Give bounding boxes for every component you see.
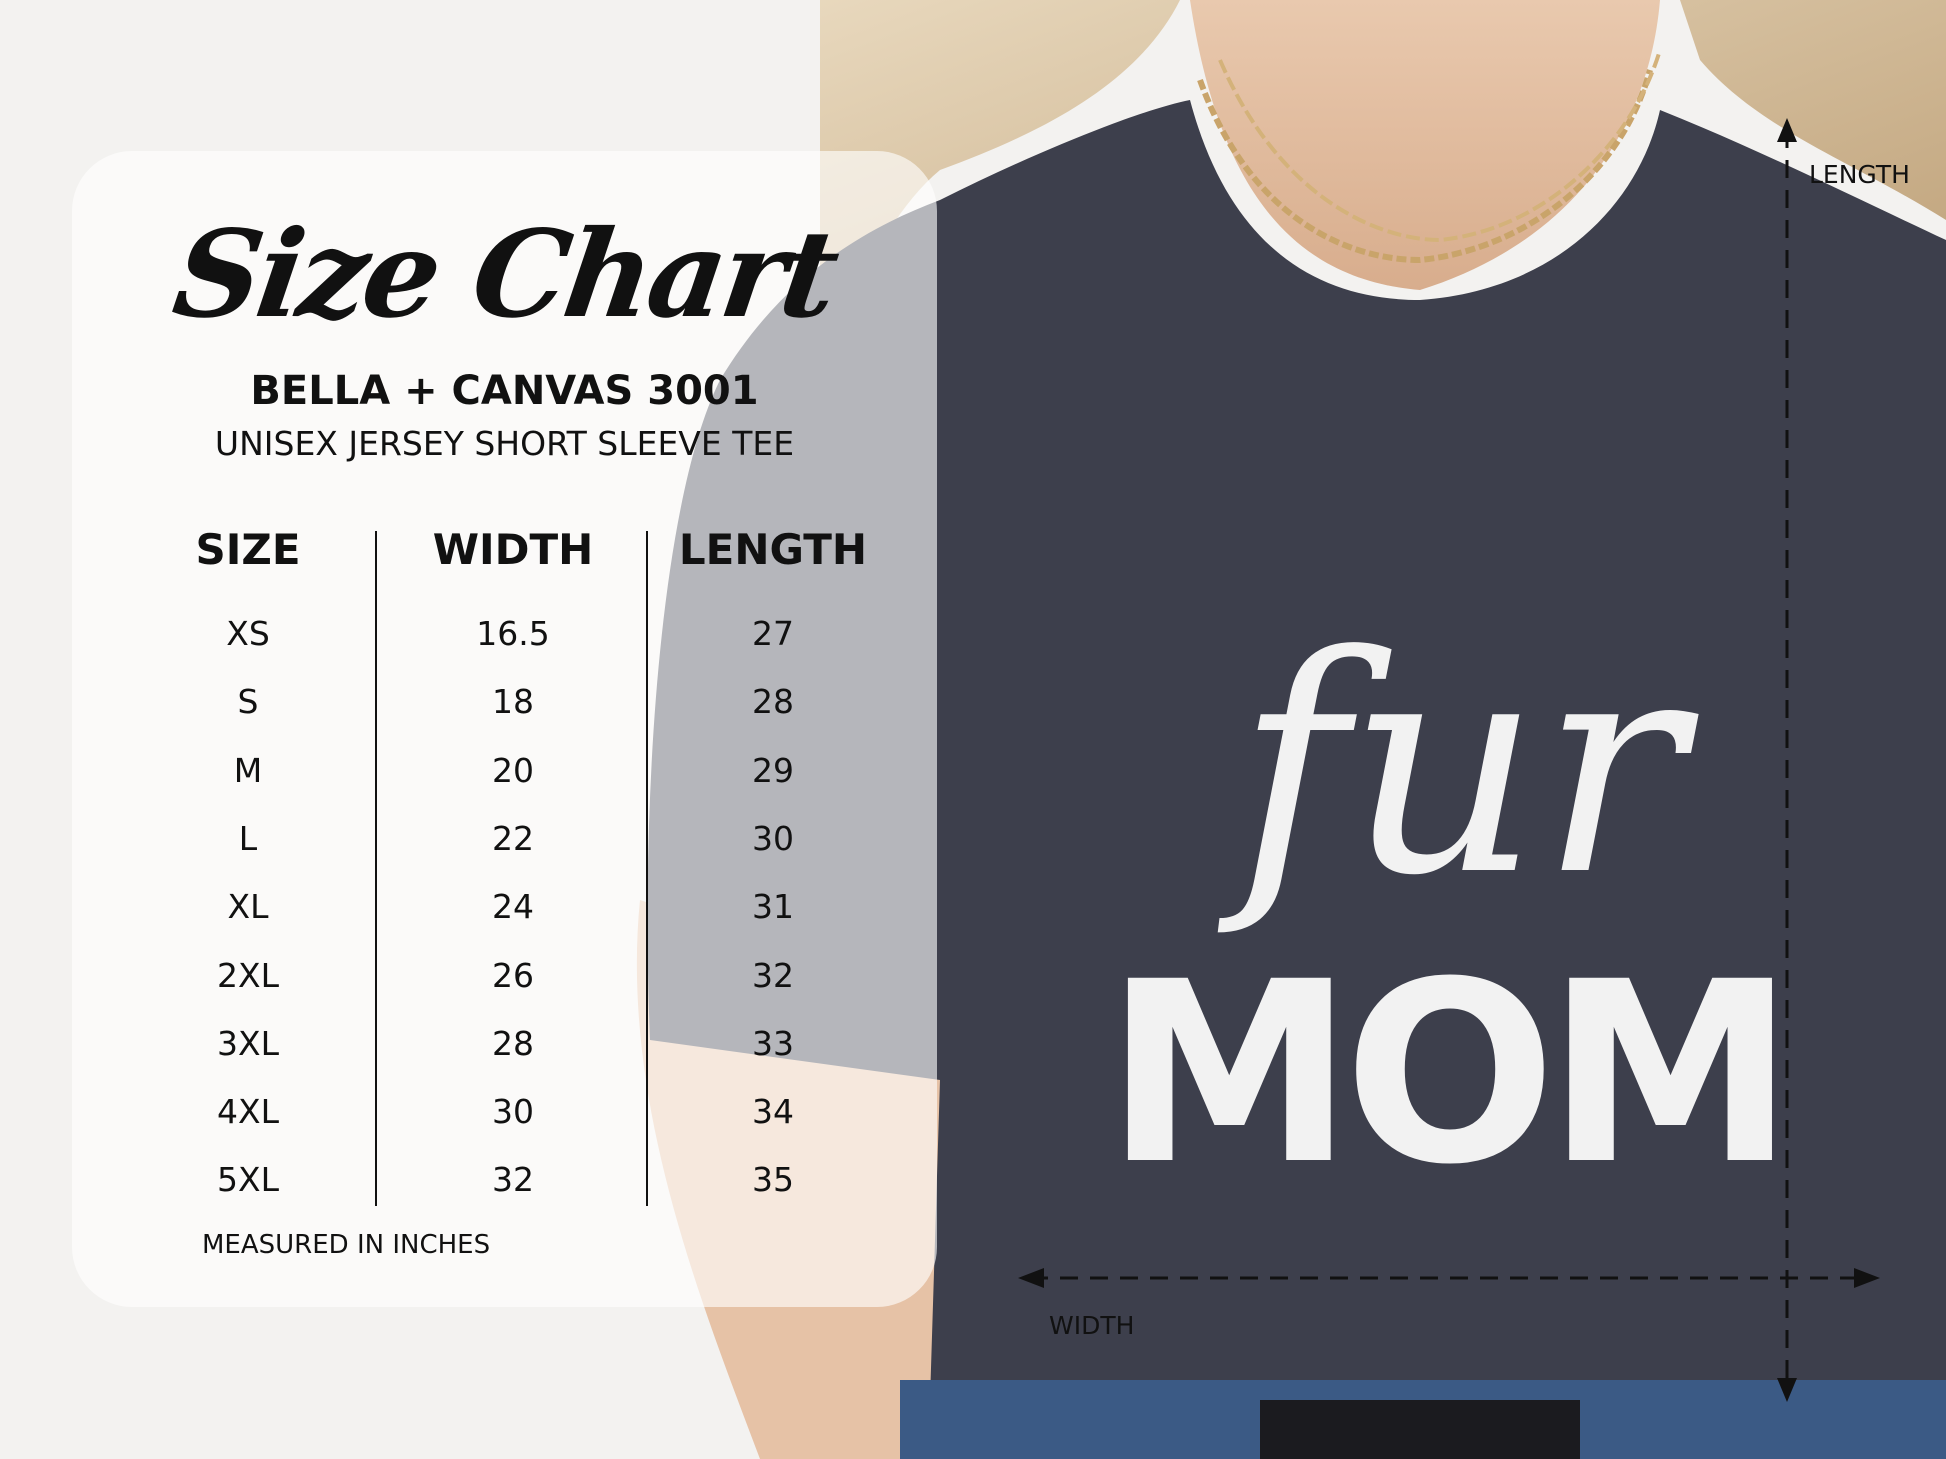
cell-size: XL [227,887,269,927]
hair [820,0,1946,420]
cell-length: 31 [752,887,794,927]
cell-length: 27 [752,614,794,653]
width-arrow [1018,1268,1880,1288]
column-divider [375,531,377,1206]
cell-size: XS [226,614,270,653]
cell-width: 26 [492,955,534,995]
cell-width: 30 [492,1092,534,1132]
measurement-note: MEASURED IN INCHES [202,1230,491,1260]
cell-size: 2XL [217,955,279,995]
shirt [647,100,1946,1400]
belt [1260,1400,1580,1459]
brand-name: BELLA + CANVAS 3001 [250,368,759,414]
cell-width: 32 [492,1160,534,1200]
cell-size: 3XL [217,1023,279,1063]
cell-length: 35 [752,1160,794,1200]
cell-width: 16.5 [476,614,550,653]
cell-size: M [233,750,263,790]
shirt-print: fur MOM [1105,592,1795,1219]
header-size: SIZE [195,525,301,574]
header-length: LENGTH [678,525,868,574]
chart-title: Size Chart [165,204,844,345]
cell-width: 24 [492,887,534,927]
necklace [1218,49,1662,243]
cell-size: 4XL [217,1092,279,1132]
necklace [1197,69,1653,264]
cell-length: 28 [752,682,794,722]
cell-length: 32 [752,955,794,995]
width-label: WIDTH [1049,1311,1135,1340]
length-arrow [1777,118,1797,1402]
cell-width: 20 [492,750,534,790]
cell-size: 5XL [217,1160,279,1200]
product-model: UNISEX JERSEY SHORT SLEEVE TEE [214,424,795,463]
column-divider [646,531,648,1206]
size-chart-card [72,151,937,1307]
cell-length: 33 [752,1023,794,1063]
cell-width: 18 [492,682,534,722]
print-mom: MOM [1105,928,1785,1219]
header-width: WIDTH [432,525,594,574]
cell-size: L [238,818,258,858]
length-label: LENGTH [1809,160,1910,189]
cell-width: 22 [492,818,534,858]
cell-size: S [237,682,259,722]
cell-length: 34 [752,1092,794,1132]
cell-length: 30 [752,818,794,858]
print-fur: fur [1217,592,1699,941]
cell-length: 29 [752,750,794,790]
cell-width: 28 [492,1023,534,1063]
